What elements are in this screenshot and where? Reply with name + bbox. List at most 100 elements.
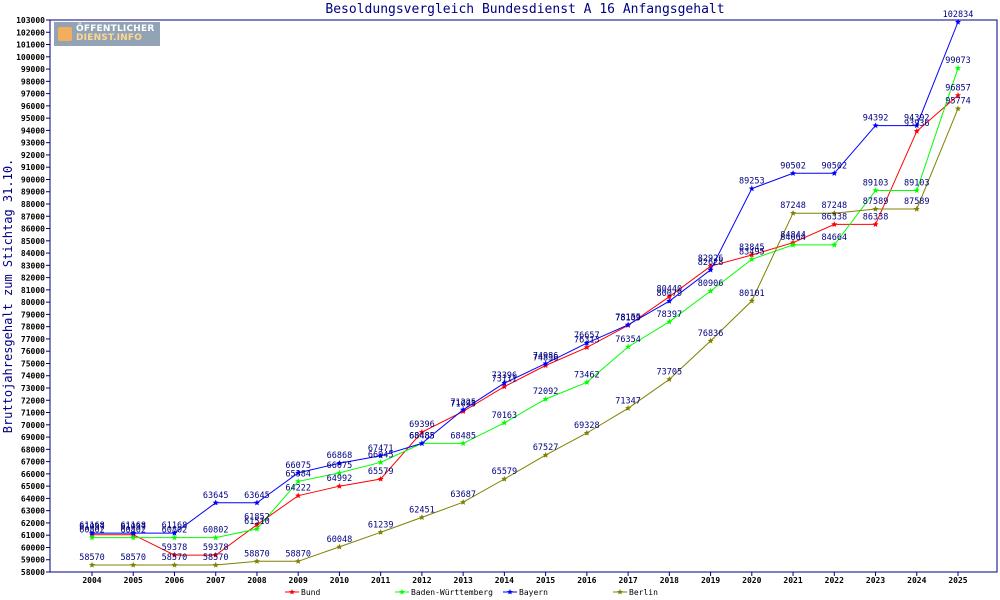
data-labels-layer: 61037 61037 59378 59378 61852 64222 64992 65579… xyxy=(79,10,973,563)
data-point xyxy=(501,475,508,482)
x-tick-label: 2019 xyxy=(701,576,720,585)
data-point xyxy=(790,210,797,216)
data-label: 66075 xyxy=(327,461,353,471)
x-tick-label: 2012 xyxy=(412,576,431,585)
data-point xyxy=(295,492,302,499)
data-point xyxy=(707,266,714,273)
data-label: 58570 xyxy=(79,553,105,563)
data-label: 61168 xyxy=(120,521,146,531)
plot-frame xyxy=(49,19,998,573)
data-point xyxy=(831,170,838,176)
legend-marker xyxy=(289,589,295,595)
data-label: 61239 xyxy=(368,520,394,530)
series-line xyxy=(92,68,959,539)
x-tick-label: 2022 xyxy=(825,576,844,585)
legend-marker xyxy=(617,589,623,595)
data-label: 90502 xyxy=(780,161,806,171)
data-label: 61510 xyxy=(244,517,270,527)
data-label: 60802 xyxy=(203,526,229,536)
data-point xyxy=(913,205,920,212)
data-label: 86338 xyxy=(863,212,889,222)
data-label: 59378 xyxy=(203,543,229,553)
y-tick-label: 62000 xyxy=(21,519,45,528)
x-tick-label: 2018 xyxy=(660,576,679,585)
x-tick-label: 2006 xyxy=(165,576,184,585)
y-tick-label: 88000 xyxy=(21,200,45,209)
data-point xyxy=(583,339,590,346)
y-tick-label: 65000 xyxy=(21,482,45,491)
y-tick-label: 100000 xyxy=(16,53,45,62)
data-label: 99073 xyxy=(945,56,971,66)
data-label: 78397 xyxy=(657,310,683,320)
data-label: 69396 xyxy=(409,420,435,430)
data-point xyxy=(212,499,219,506)
data-label: 68485 xyxy=(409,431,435,441)
data-point xyxy=(212,551,219,558)
data-label: 78155 xyxy=(615,313,641,323)
data-point xyxy=(954,105,962,112)
data-point xyxy=(253,521,260,528)
y-tick-label: 70000 xyxy=(21,421,45,430)
data-point xyxy=(583,429,590,436)
y-tick-label: 94000 xyxy=(21,126,45,135)
data-label: 73111 xyxy=(492,375,518,385)
data-point xyxy=(872,122,879,129)
data-label: 76313 xyxy=(574,335,600,345)
y-axis-label: Bruttojahresgehalt zum Stichtag 31.10. xyxy=(1,159,15,434)
data-label: 65384 xyxy=(285,469,311,479)
y-tick-label: 103000 xyxy=(16,16,45,25)
series-layer xyxy=(88,18,962,568)
x-tick-label: 2005 xyxy=(124,576,143,585)
data-point xyxy=(542,362,549,369)
y-tick-label: 77000 xyxy=(21,335,45,344)
data-point xyxy=(872,205,879,212)
data-label: 63645 xyxy=(203,491,229,501)
data-label: 58870 xyxy=(285,549,311,559)
site-logo: ÖFFENTLICHER DIENST.INFO xyxy=(54,22,160,46)
data-label: 87248 xyxy=(821,201,847,211)
x-tick-label: 2025 xyxy=(948,576,967,585)
data-point xyxy=(872,221,879,227)
data-point xyxy=(913,122,920,129)
series-line xyxy=(92,21,959,534)
data-point xyxy=(377,529,384,535)
data-label: 83495 xyxy=(739,247,765,257)
data-label: 63687 xyxy=(450,490,476,500)
series-line xyxy=(92,95,959,556)
data-point xyxy=(748,251,755,258)
data-label: 65579 xyxy=(368,467,394,477)
data-label: 60802 xyxy=(120,526,146,536)
data-point xyxy=(212,534,219,541)
data-point xyxy=(460,440,467,446)
data-label: 84664 xyxy=(780,233,806,243)
x-tick-label: 2004 xyxy=(82,576,101,585)
data-label: 80079 xyxy=(657,289,683,299)
data-point xyxy=(171,551,178,558)
data-label: 58570 xyxy=(203,553,229,563)
data-point xyxy=(666,376,673,382)
data-label: 83845 xyxy=(739,243,765,253)
data-point xyxy=(336,543,343,550)
data-label: 71347 xyxy=(615,396,641,406)
data-label: 86338 xyxy=(821,212,847,222)
data-point xyxy=(418,514,425,520)
data-point xyxy=(295,469,302,476)
data-point xyxy=(954,18,962,25)
logo-mark-icon xyxy=(58,27,72,41)
data-label: 67471 xyxy=(368,444,394,454)
y-tick-label: 66000 xyxy=(21,470,45,479)
data-label: 90502 xyxy=(821,161,847,171)
data-point xyxy=(501,379,508,386)
data-point xyxy=(253,525,260,532)
x-tick-label: 2010 xyxy=(330,576,349,585)
axes: 58000 59000 60000 61000 62000 63000 64000 65000… xyxy=(16,16,998,585)
x-tick-label: 2014 xyxy=(495,576,514,585)
x-tick-label: 2021 xyxy=(783,576,802,585)
y-tick-label: 101000 xyxy=(16,41,45,50)
data-label: 94392 xyxy=(904,114,930,124)
y-tick-label: 83000 xyxy=(21,261,45,270)
data-label: 102834 xyxy=(943,10,974,20)
data-point xyxy=(253,499,260,506)
data-label: 61037 xyxy=(120,523,146,533)
data-point xyxy=(377,459,384,465)
